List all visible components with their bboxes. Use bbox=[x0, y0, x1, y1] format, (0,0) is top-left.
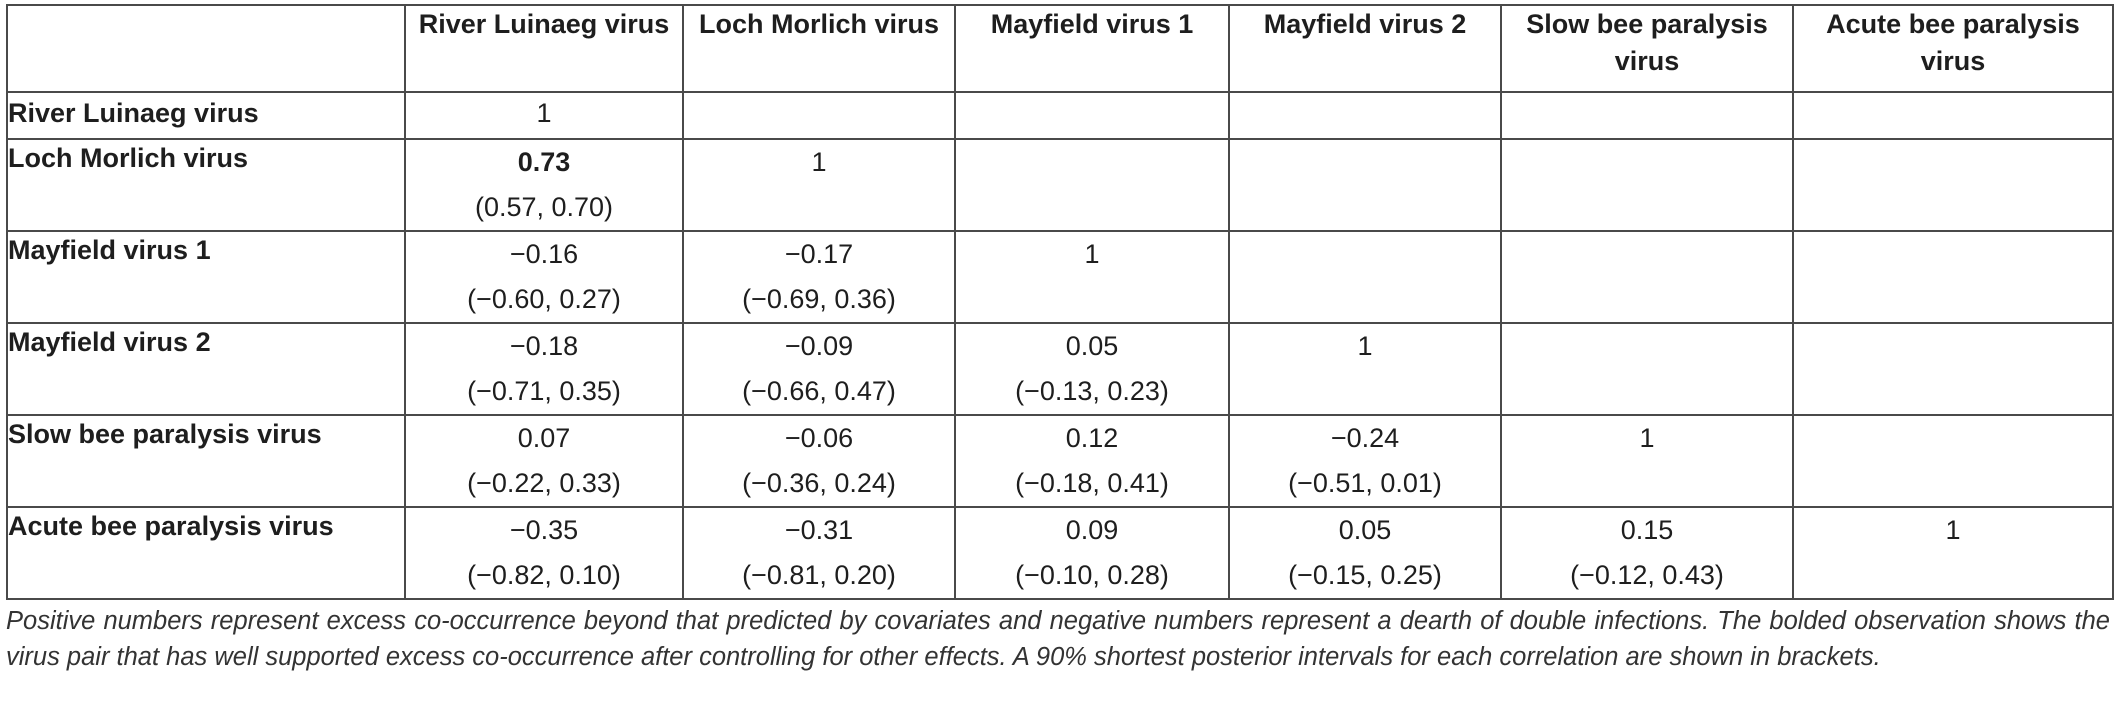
column-header: River Luinaeg virus bbox=[404, 4, 684, 93]
empty-cell bbox=[1792, 230, 2114, 324]
posterior-interval: (−0.18, 0.41) bbox=[1015, 468, 1169, 498]
table-cell: −0.35 (−0.82, 0.10) bbox=[404, 506, 684, 600]
empty-cell bbox=[1500, 138, 1794, 232]
row-header: Slow bee paralysis virus bbox=[6, 414, 406, 508]
posterior-interval: (−0.81, 0.20) bbox=[742, 560, 896, 590]
table-cell: 0.12 (−0.18, 0.41) bbox=[954, 414, 1230, 508]
table-cell: −0.06 (−0.36, 0.24) bbox=[682, 414, 956, 508]
column-header: Mayfield virus 2 bbox=[1228, 4, 1502, 93]
table-cell: 0.15 (−0.12, 0.43) bbox=[1500, 506, 1794, 600]
correlation-value: 0.09 bbox=[1065, 515, 1119, 545]
empty-cell bbox=[1792, 138, 2114, 232]
posterior-interval: (−0.60, 0.27) bbox=[467, 284, 621, 314]
empty-cell bbox=[1500, 230, 1794, 324]
posterior-interval: (−0.51, 0.01) bbox=[1288, 468, 1442, 498]
empty-cell bbox=[954, 138, 1230, 232]
empty-cell bbox=[1792, 322, 2114, 416]
correlation-value: −0.09 bbox=[784, 331, 854, 361]
posterior-interval: (0.57, 0.70) bbox=[474, 192, 614, 222]
empty-cell bbox=[1792, 414, 2114, 508]
posterior-interval: (−0.36, 0.24) bbox=[742, 468, 896, 498]
table-cell: 1 bbox=[1228, 322, 1502, 416]
posterior-interval: (−0.15, 0.25) bbox=[1288, 560, 1442, 590]
row-header: Loch Morlich virus bbox=[6, 138, 406, 232]
empty-cell bbox=[682, 91, 956, 140]
table-cell: −0.18 (−0.71, 0.35) bbox=[404, 322, 684, 416]
table-row: Mayfield virus 2 −0.18 (−0.71, 0.35) −0.… bbox=[6, 322, 2114, 416]
row-header: Acute bee paralysis virus bbox=[6, 506, 406, 600]
correlation-value: 1 bbox=[811, 147, 827, 177]
empty-cell bbox=[1228, 230, 1502, 324]
table-cell: 0.07 (−0.22, 0.33) bbox=[404, 414, 684, 508]
table-cell: −0.24 (−0.51, 0.01) bbox=[1228, 414, 1502, 508]
correlation-value: −0.18 bbox=[509, 331, 579, 361]
column-header: Mayfield virus 1 bbox=[954, 4, 1230, 93]
row-header: Mayfield virus 2 bbox=[6, 322, 406, 416]
correlation-table: River Luinaeg virus Loch Morlich virus M… bbox=[6, 4, 2114, 600]
row-header: River Luinaeg virus bbox=[6, 91, 406, 140]
table-cell: −0.09 (−0.66, 0.47) bbox=[682, 322, 956, 416]
posterior-interval: (−0.13, 0.23) bbox=[1015, 376, 1169, 406]
correlation-value: −0.06 bbox=[784, 423, 854, 453]
correlation-value: 0.05 bbox=[1338, 515, 1392, 545]
correlation-value: 0.12 bbox=[1065, 423, 1119, 453]
correlation-value: 0.15 bbox=[1620, 515, 1674, 545]
table-cell: 0.05 (−0.13, 0.23) bbox=[954, 322, 1230, 416]
table-cell: 1 bbox=[682, 138, 956, 232]
table-cell: 0.73 (0.57, 0.70) bbox=[404, 138, 684, 232]
correlation-value: −0.31 bbox=[784, 515, 854, 545]
posterior-interval: (−0.69, 0.36) bbox=[742, 284, 896, 314]
correlation-value: 1 bbox=[1084, 239, 1100, 269]
table-cell: 0.05 (−0.15, 0.25) bbox=[1228, 506, 1502, 600]
empty-cell bbox=[1500, 91, 1794, 140]
empty-cell bbox=[1792, 91, 2114, 140]
row-header: Mayfield virus 1 bbox=[6, 230, 406, 324]
column-header: Loch Morlich virus bbox=[682, 4, 956, 93]
correlation-value: 1 bbox=[1357, 331, 1373, 361]
posterior-interval: (−0.71, 0.35) bbox=[467, 376, 621, 406]
posterior-interval: (−0.10, 0.28) bbox=[1015, 560, 1169, 590]
correlation-value: 1 bbox=[536, 98, 552, 128]
header-corner bbox=[6, 4, 406, 93]
table-cell: 1 bbox=[404, 91, 684, 140]
table-row: Acute bee paralysis virus −0.35 (−0.82, … bbox=[6, 506, 2114, 600]
table-row: Mayfield virus 1 −0.16 (−0.60, 0.27) −0.… bbox=[6, 230, 2114, 324]
table-cell: −0.17 (−0.69, 0.36) bbox=[682, 230, 956, 324]
table-row: Slow bee paralysis virus 0.07 (−0.22, 0.… bbox=[6, 414, 2114, 508]
table-row: Loch Morlich virus 0.73 (0.57, 0.70) 1 bbox=[6, 138, 2114, 232]
table-cell: 0.09 (−0.10, 0.28) bbox=[954, 506, 1230, 600]
correlation-value: 0.07 bbox=[517, 423, 571, 453]
correlation-value: −0.17 bbox=[784, 239, 854, 269]
empty-cell bbox=[1500, 322, 1794, 416]
empty-cell bbox=[954, 91, 1230, 140]
table-cell: 1 bbox=[1792, 506, 2114, 600]
posterior-interval: (−0.22, 0.33) bbox=[467, 468, 621, 498]
correlation-value: −0.35 bbox=[509, 515, 579, 545]
table-caption: Positive numbers represent excess co-occ… bbox=[6, 607, 2110, 671]
empty-cell bbox=[1228, 91, 1502, 140]
table-cell: −0.16 (−0.60, 0.27) bbox=[404, 230, 684, 324]
posterior-interval: (−0.66, 0.47) bbox=[742, 376, 896, 406]
table-row: River Luinaeg virus 1 bbox=[6, 91, 2114, 140]
column-header: Acute bee paralysis virus bbox=[1792, 4, 2114, 93]
correlation-value: −0.16 bbox=[509, 239, 579, 269]
correlation-value: 0.73 bbox=[517, 147, 571, 177]
table-cell: −0.31 (−0.81, 0.20) bbox=[682, 506, 956, 600]
posterior-interval: (−0.82, 0.10) bbox=[467, 560, 621, 590]
table-header-row: River Luinaeg virus Loch Morlich virus M… bbox=[6, 4, 2114, 93]
table-cell: 1 bbox=[1500, 414, 1794, 508]
column-header: Slow bee paralysis virus bbox=[1500, 4, 1794, 93]
correlation-value: 0.05 bbox=[1065, 331, 1119, 361]
correlation-value: 1 bbox=[1639, 423, 1655, 453]
table-cell: 1 bbox=[954, 230, 1230, 324]
correlation-value: −0.24 bbox=[1330, 423, 1400, 453]
empty-cell bbox=[1228, 138, 1502, 232]
correlation-value: 1 bbox=[1945, 515, 1961, 545]
posterior-interval: (−0.12, 0.43) bbox=[1570, 560, 1724, 590]
